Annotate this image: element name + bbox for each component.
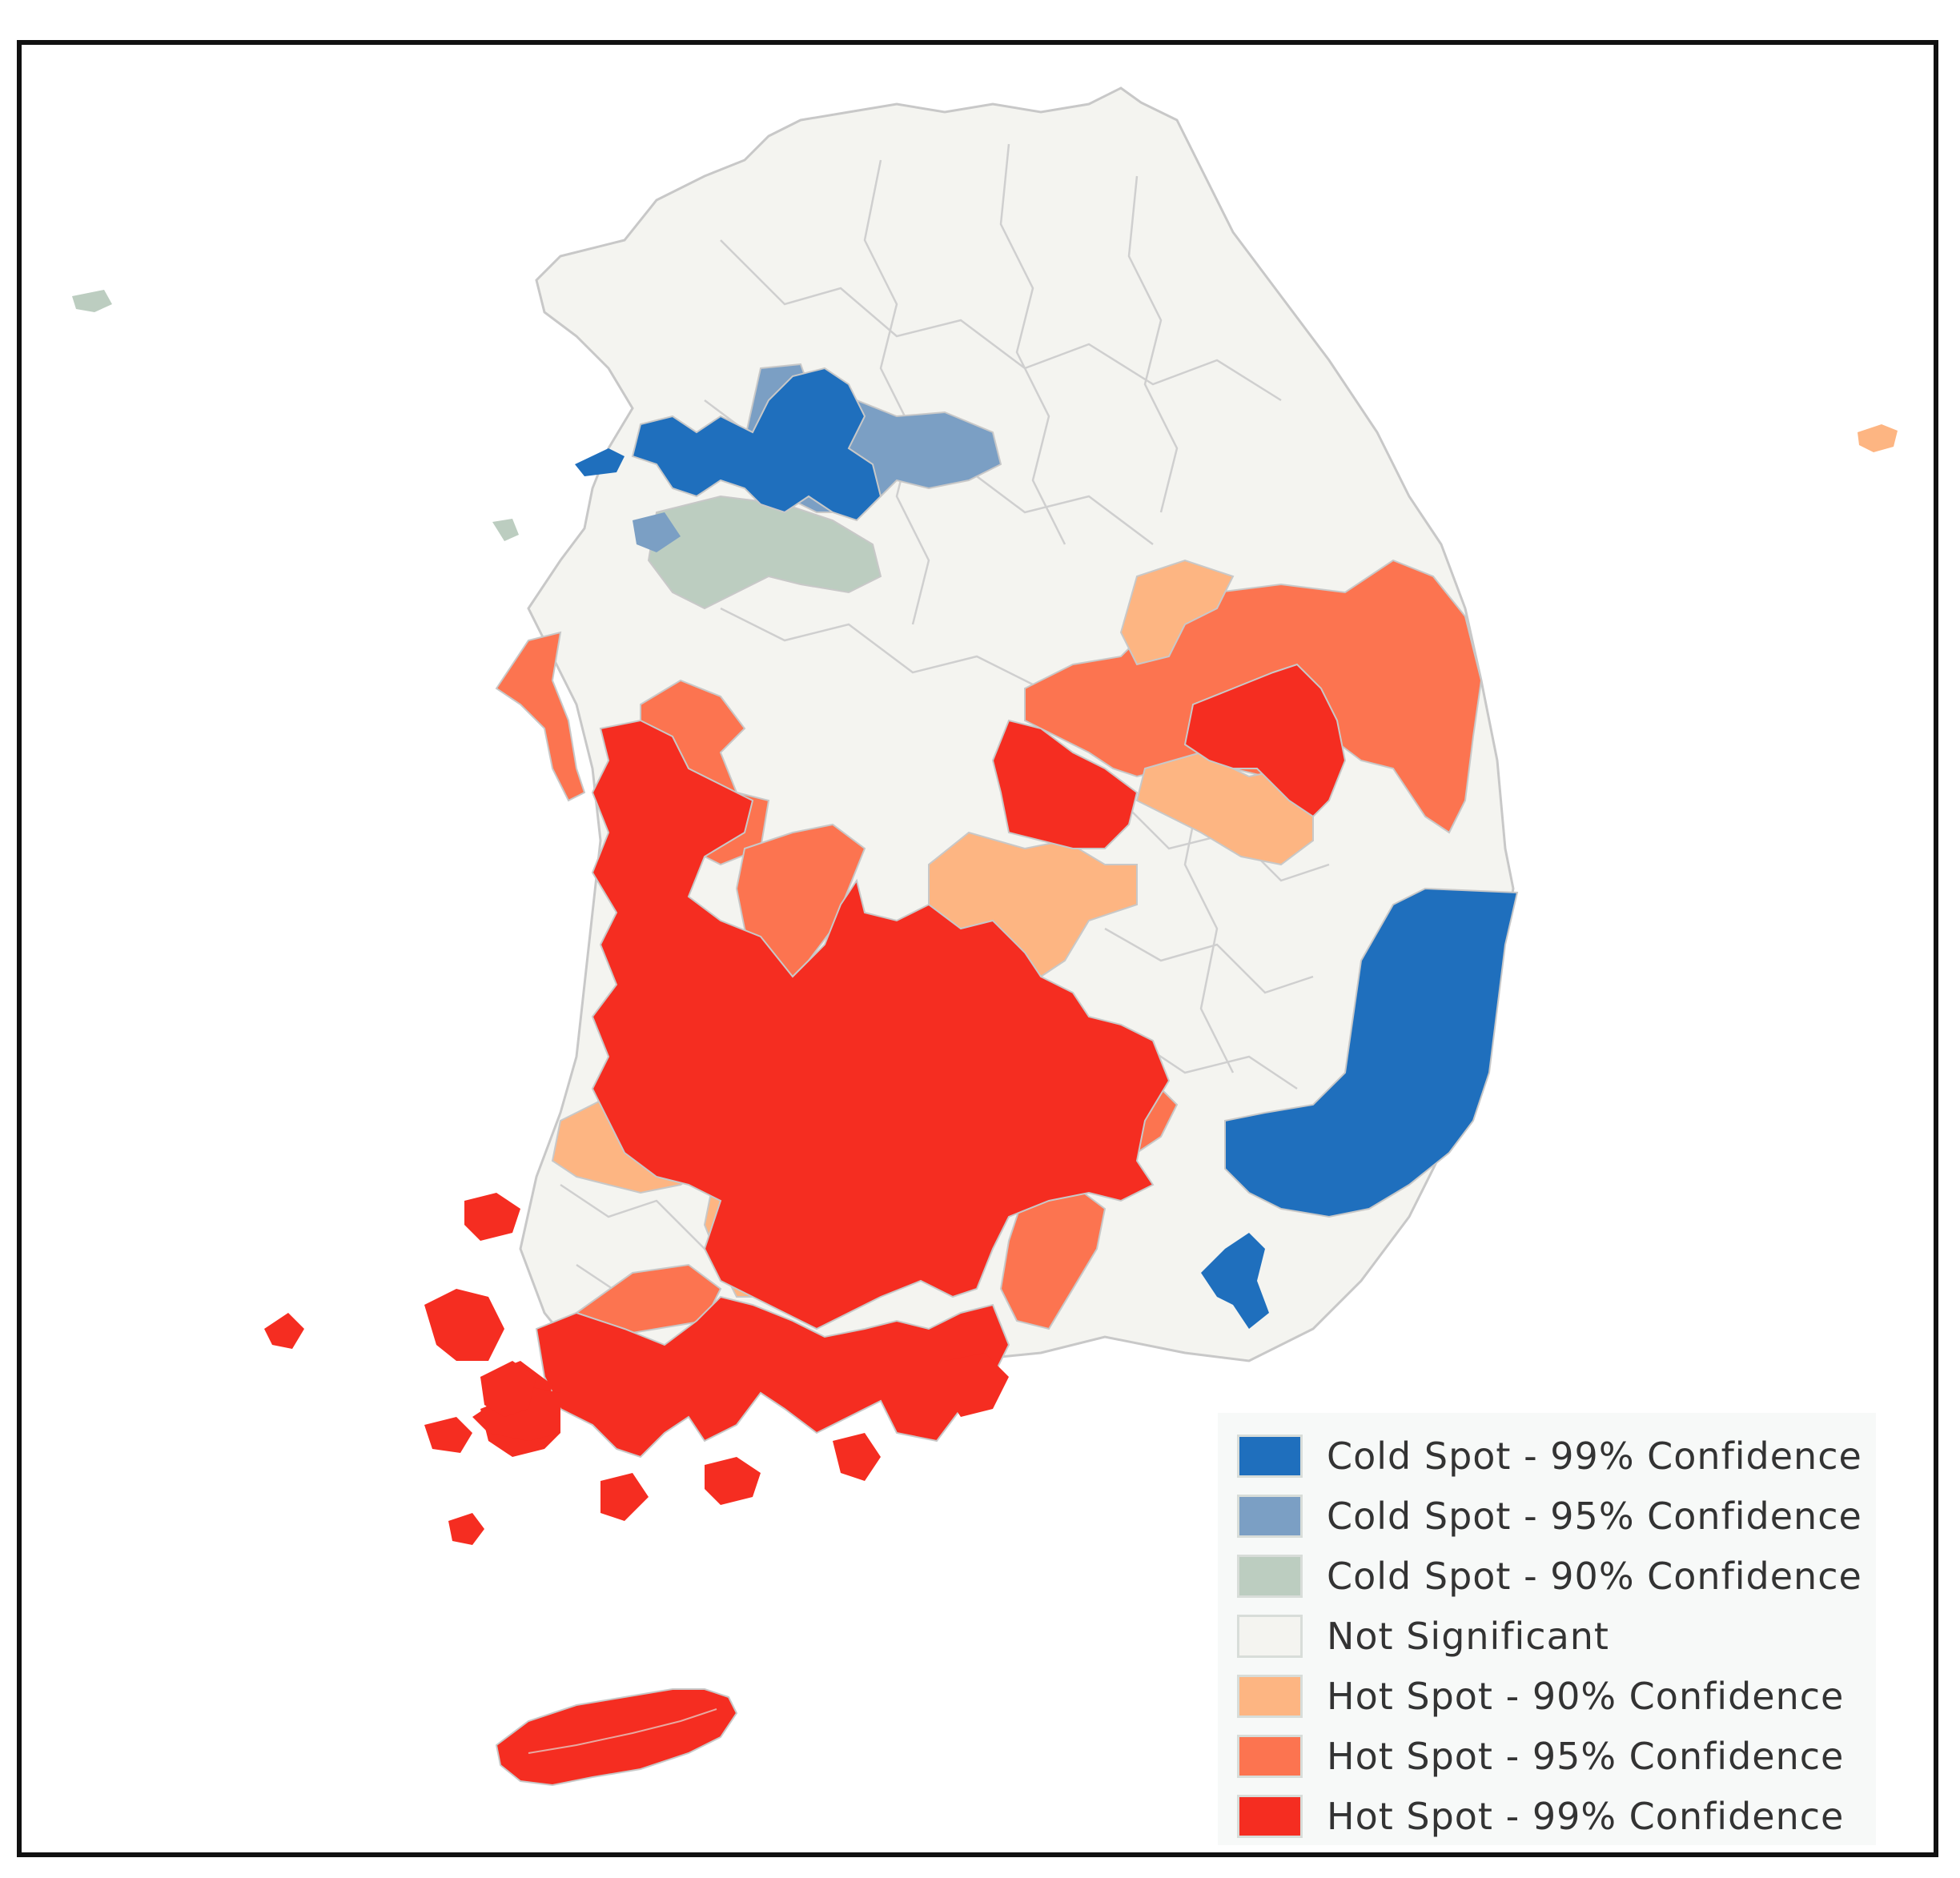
region-cold-99-se xyxy=(1224,887,1519,1218)
jeju-ridge-line xyxy=(528,1708,717,1754)
legend-swatch-hot-90 xyxy=(1237,1674,1303,1718)
region-hot-95-west-coast xyxy=(495,631,586,802)
legend-swatch-cold-99 xyxy=(1237,1434,1303,1478)
region-hot-95-se-small xyxy=(999,1183,1107,1330)
legend-item-cold-99: Cold Spot - 99% Confidence xyxy=(1229,1426,1865,1486)
region-hot-99-isle-f xyxy=(833,1433,881,1481)
legend-item-hot-99: Hot Spot - 99% Confidence xyxy=(1229,1786,1865,1846)
region-cold-90-island xyxy=(72,290,112,312)
region-hot-99-isle-g xyxy=(424,1417,472,1453)
legend-label-cold-99: Cold Spot - 99% Confidence xyxy=(1327,1434,1862,1478)
legend-item-hot-90: Hot Spot - 90% Confidence xyxy=(1229,1666,1865,1726)
region-hot-95-center xyxy=(735,823,866,986)
legend-label-cold-90: Cold Spot - 90% Confidence xyxy=(1327,1554,1862,1598)
legend-swatch-not-significant xyxy=(1237,1614,1303,1658)
legend-label-hot-95: Hot Spot - 95% Confidence xyxy=(1327,1734,1845,1778)
region-cold-99-island-nw xyxy=(575,448,625,476)
region-hot-90-dokdo xyxy=(1858,424,1898,452)
region-hot-99-islands-w2 xyxy=(464,1193,520,1241)
region-cold-99-nw xyxy=(631,367,882,522)
legend-item-not-significant: Not Significant xyxy=(1229,1606,1865,1666)
legend-item-hot-95: Hot Spot - 95% Confidence xyxy=(1229,1726,1865,1786)
region-hot-99-isle-e xyxy=(945,1353,1009,1417)
region-cold-95-2 xyxy=(633,512,681,552)
legend-swatch-cold-95 xyxy=(1237,1494,1303,1538)
map-legend: Cold Spot - 99% Confidence Cold Spot - 9… xyxy=(1218,1413,1876,1845)
region-hot-99-center xyxy=(991,719,1139,849)
legend-item-cold-95: Cold Spot - 95% Confidence xyxy=(1229,1486,1865,1546)
region-hot-99-ne xyxy=(1183,663,1347,818)
legend-label-not-significant: Not Significant xyxy=(1327,1614,1609,1658)
region-cold-90-island-2 xyxy=(492,519,519,541)
region-hot-99-south-coast xyxy=(535,1295,1010,1459)
legend-swatch-cold-90 xyxy=(1237,1554,1303,1598)
region-hot-90-ne xyxy=(1119,559,1235,666)
legend-label-hot-99: Hot Spot - 99% Confidence xyxy=(1327,1794,1845,1838)
legend-swatch-hot-99 xyxy=(1237,1794,1303,1838)
legend-item-cold-90: Cold Spot - 90% Confidence xyxy=(1229,1546,1865,1606)
region-hot-99-isle-h xyxy=(264,1313,304,1349)
region-hot-99-islands-w xyxy=(424,1289,504,1361)
legend-label-cold-95: Cold Spot - 95% Confidence xyxy=(1327,1494,1862,1538)
region-hot-99-sw-main xyxy=(591,719,1171,1330)
legend-swatch-hot-95 xyxy=(1237,1734,1303,1778)
legend-label-hot-90: Hot Spot - 90% Confidence xyxy=(1327,1674,1845,1718)
region-cold-99-geoje xyxy=(1201,1233,1269,1329)
region-hot-99-isle-d xyxy=(600,1473,649,1521)
region-hot-99-isle-c xyxy=(705,1457,761,1505)
region-hot-99-isle-i xyxy=(448,1513,484,1545)
region-hot-99-isle-b xyxy=(480,1361,536,1417)
